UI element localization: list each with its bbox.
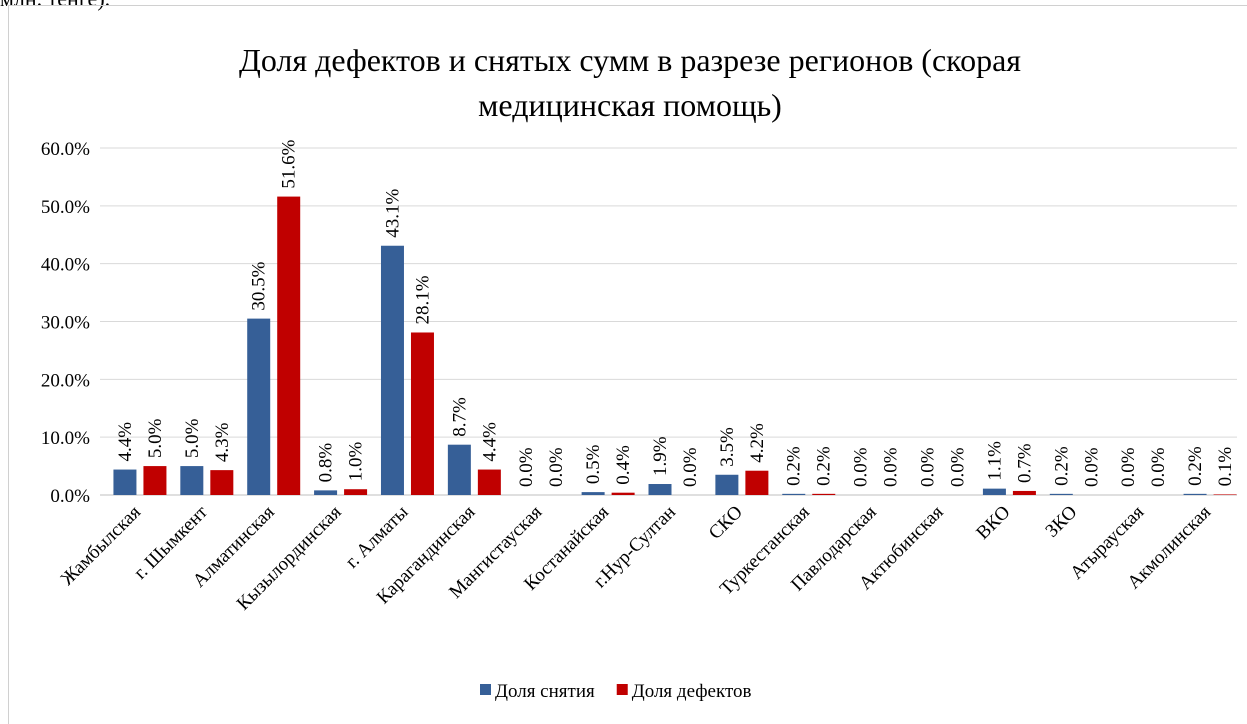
x-tick-label: СКО bbox=[705, 502, 747, 544]
x-tick-label: г. Алматы bbox=[342, 502, 413, 573]
data-label: 0.4% bbox=[613, 445, 634, 485]
data-label: 1.9% bbox=[650, 436, 671, 476]
bar bbox=[1213, 494, 1237, 495]
data-label: 0.0% bbox=[948, 447, 969, 487]
data-label: 0.7% bbox=[1014, 443, 1035, 483]
data-label: 0.0% bbox=[546, 447, 567, 487]
y-tick-label: 40.0% bbox=[41, 255, 90, 276]
data-label: 30.5% bbox=[249, 261, 270, 310]
bar bbox=[447, 444, 471, 495]
y-tick-label: 60.0% bbox=[41, 139, 90, 160]
chart-frame bbox=[8, 5, 1247, 724]
bar bbox=[1049, 493, 1073, 495]
data-label: 4.3% bbox=[212, 422, 233, 462]
bar bbox=[1183, 493, 1207, 495]
data-label: 0.2% bbox=[1185, 446, 1206, 486]
data-label: 4.4% bbox=[115, 422, 136, 462]
legend-swatch bbox=[616, 684, 628, 695]
data-label: 8.7% bbox=[449, 397, 470, 437]
legend-swatch bbox=[480, 684, 491, 695]
bar bbox=[410, 332, 434, 495]
data-label: 0.0% bbox=[1148, 447, 1169, 487]
data-label: 0.8% bbox=[316, 443, 337, 483]
x-tick-label: Жамбылская bbox=[57, 502, 145, 590]
bar bbox=[1012, 490, 1036, 495]
data-label: 0.2% bbox=[814, 446, 835, 486]
bar bbox=[314, 490, 338, 495]
bar bbox=[143, 466, 167, 495]
bar bbox=[715, 474, 739, 495]
legend-label: Доля снятия bbox=[495, 681, 595, 702]
y-tick-label: 0.0% bbox=[50, 486, 90, 507]
y-tick-label: 10.0% bbox=[41, 428, 90, 449]
data-label: 0.5% bbox=[583, 444, 604, 484]
legend-label: Доля дефектов bbox=[632, 681, 752, 702]
data-label: 5.0% bbox=[145, 418, 166, 458]
bar bbox=[648, 484, 672, 495]
bar bbox=[812, 493, 836, 495]
data-label: 0.0% bbox=[851, 447, 872, 487]
data-label: 0.1% bbox=[1215, 447, 1236, 487]
bar bbox=[180, 466, 204, 495]
bar bbox=[344, 489, 368, 495]
data-label: 43.1% bbox=[382, 188, 403, 237]
chart-title: Доля дефектов и снятых сумм в разрезе ре… bbox=[239, 42, 1021, 123]
data-label: 0.0% bbox=[680, 447, 701, 487]
data-label: 51.6% bbox=[279, 139, 300, 188]
bar bbox=[745, 470, 769, 495]
data-label: 0.0% bbox=[1081, 447, 1102, 487]
data-label: 0.2% bbox=[784, 446, 805, 486]
data-label: 4.2% bbox=[747, 423, 768, 463]
data-label: 0.0% bbox=[881, 447, 902, 487]
data-label: 3.5% bbox=[717, 427, 738, 467]
data-label: 1.1% bbox=[984, 441, 1005, 481]
y-tick-label: 30.0% bbox=[41, 313, 90, 334]
y-tick-label: 20.0% bbox=[41, 370, 90, 391]
data-label: 0.2% bbox=[1051, 446, 1072, 486]
bar bbox=[477, 469, 501, 495]
data-label: 1.0% bbox=[346, 441, 367, 481]
data-label: 0.0% bbox=[516, 447, 537, 487]
data-label: 28.1% bbox=[412, 275, 433, 324]
bar bbox=[380, 245, 404, 495]
bar bbox=[113, 469, 137, 495]
bar bbox=[210, 470, 234, 495]
bar bbox=[581, 492, 605, 495]
x-tick-label: ВКО bbox=[972, 502, 1014, 544]
bar bbox=[782, 493, 806, 495]
data-label: 0.0% bbox=[918, 447, 939, 487]
data-label: 0.0% bbox=[1118, 447, 1139, 487]
bar bbox=[982, 488, 1006, 495]
data-label: 5.0% bbox=[182, 418, 203, 458]
bar bbox=[277, 196, 301, 495]
bar bbox=[611, 492, 635, 495]
bar bbox=[247, 318, 271, 495]
data-label: 4.4% bbox=[479, 422, 500, 462]
x-tick-label: ЗКО bbox=[1041, 502, 1081, 542]
y-tick-label: 50.0% bbox=[41, 197, 90, 218]
